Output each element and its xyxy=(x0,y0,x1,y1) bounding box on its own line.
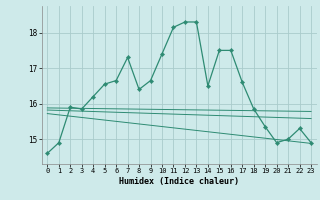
X-axis label: Humidex (Indice chaleur): Humidex (Indice chaleur) xyxy=(119,177,239,186)
